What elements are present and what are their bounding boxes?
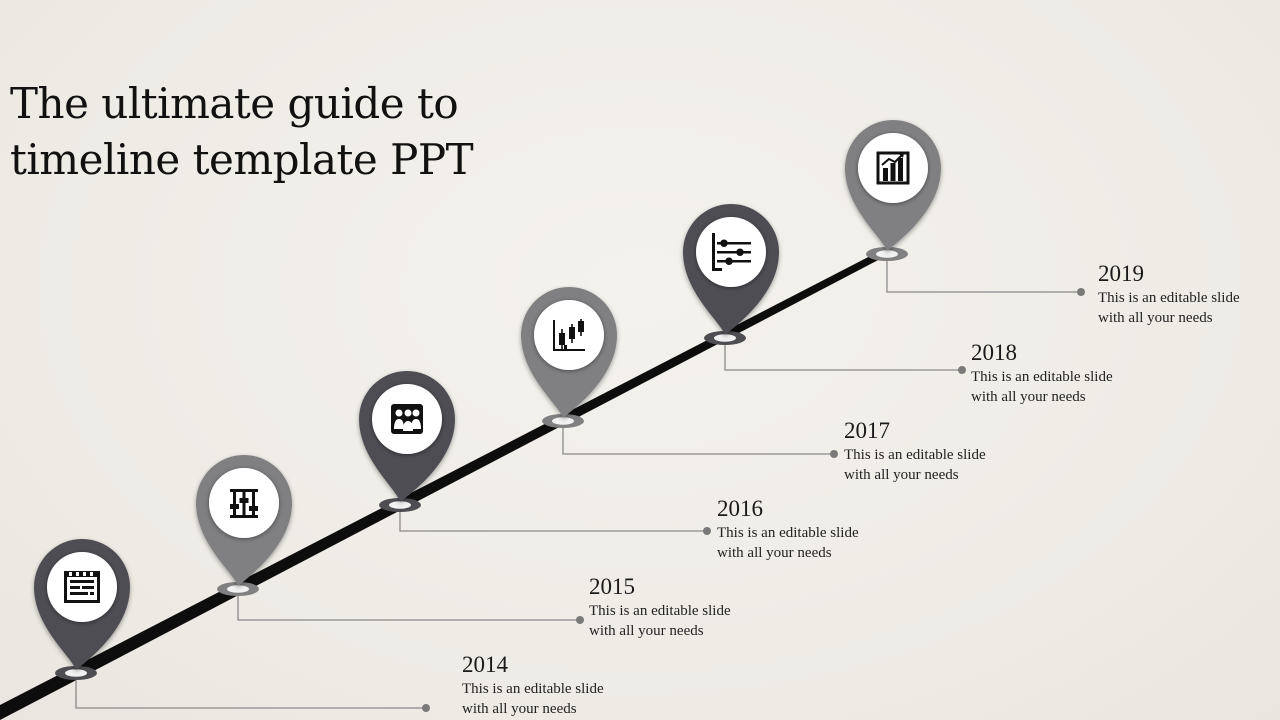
pin-base-2018 [704, 331, 746, 345]
sliders-icon [230, 489, 258, 518]
connector-dot-2016 [703, 527, 711, 535]
milestone-description-line-1: This is an editable slide [844, 447, 986, 463]
milestone-description-line-1: This is an editable slide [971, 369, 1113, 385]
map-pin-2016 [359, 371, 455, 502]
milestone-description-line-2: with all your needs [717, 544, 832, 561]
connector-dot-2015 [576, 616, 584, 624]
milestone-description-line-2: with all your needs [462, 700, 577, 717]
candlestick-chart-icon [553, 319, 585, 351]
milestone-description: This is an editable slide with all your n… [717, 524, 957, 563]
pin-base-2019 [866, 247, 908, 261]
connector-line-2018 [724, 340, 962, 371]
milestone-description: This is an editable slide with all your n… [589, 602, 829, 641]
milestone-year: 2019 [1098, 261, 1144, 286]
milestone-description-line-2: with all your needs [971, 388, 1086, 405]
connector-line-2016 [399, 507, 707, 532]
milestone-2015: 2015 This is an editable slide with all yo… [589, 574, 829, 641]
pin-base-2016 [379, 498, 421, 512]
milestone-year: 2016 [717, 496, 763, 521]
milestone-description-line-1: This is an editable slide [1098, 290, 1240, 306]
milestone-description-line-1: This is an editable slide [589, 603, 731, 619]
map-pin-2019 [845, 120, 941, 251]
team-icon [391, 404, 423, 434]
connector-line-2015 [237, 591, 580, 621]
connector-dot-2014 [422, 704, 430, 712]
milestone-description: This is an editable slide with all your n… [844, 446, 1084, 485]
connector-line-2017 [562, 423, 834, 455]
milestone-description: This is an editable slide with all your n… [462, 680, 702, 719]
slide-title: The ultimate guide to timeline template … [10, 76, 474, 188]
bar-chart-icon [876, 151, 910, 185]
pin-base-2015 [217, 582, 259, 596]
slide-title-line-2: timeline template PPT [10, 135, 474, 184]
milestone-year: 2014 [462, 652, 508, 677]
milestone-description: This is an editable slide with all your n… [1098, 289, 1280, 328]
connector-dot-2019 [1077, 288, 1085, 296]
map-pin-2018 [683, 204, 779, 335]
milestone-year: 2015 [589, 574, 635, 599]
connector-line-2019 [886, 256, 1081, 293]
milestone-description-line-2: with all your needs [589, 622, 704, 639]
milestone-description-line-2: with all your needs [1098, 309, 1213, 326]
calendar-icon [64, 571, 100, 603]
milestone-description-line-1: This is an editable slide [462, 681, 604, 697]
slide-title-line-1: The ultimate guide to [10, 79, 459, 128]
map-pin-2017 [521, 287, 617, 418]
pin-base-2014 [55, 666, 97, 680]
milestone-2017: 2017 This is an editable slide with all yo… [844, 418, 1084, 485]
map-pin-2014 [34, 539, 130, 670]
milestone-description: This is an editable slide with all your n… [971, 368, 1211, 407]
milestone-2019: 2019 This is an editable slide with all yo… [1098, 261, 1280, 328]
milestone-year: 2017 [844, 418, 890, 443]
milestone-description-line-2: with all your needs [844, 466, 959, 483]
milestone-year: 2018 [971, 340, 1017, 365]
timeline-chart-icon [712, 233, 751, 271]
timeline-road [0, 252, 882, 720]
milestone-description-line-1: This is an editable slide [717, 525, 859, 541]
connector-dot-2017 [830, 450, 838, 458]
connector-dot-2018 [958, 366, 966, 374]
milestone-2018: 2018 This is an editable slide with all yo… [971, 340, 1211, 407]
milestone-2014: 2014 This is an editable slide with all yo… [462, 652, 702, 719]
connector-line-2014 [75, 675, 426, 709]
pin-base-2017 [542, 414, 584, 428]
milestone-2016: 2016 This is an editable slide with all yo… [717, 496, 957, 563]
map-pin-2015 [196, 455, 292, 586]
